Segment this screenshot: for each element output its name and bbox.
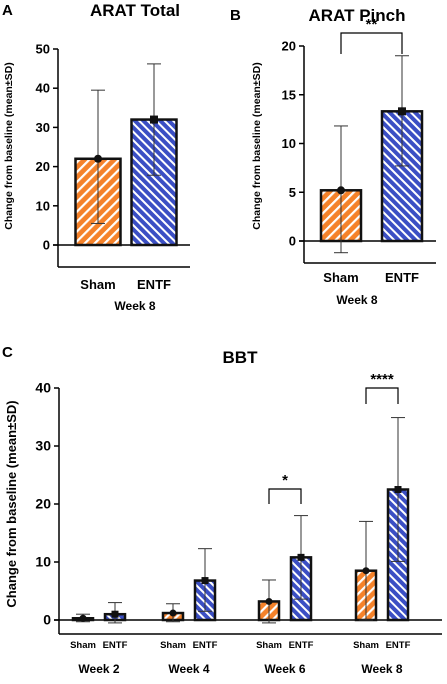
panel-c-g0-category-label-0: Sham — [70, 640, 96, 651]
panel-c-g0-category-label-1: ENTF — [103, 640, 128, 651]
panel-a-y-tick-label: 50 — [36, 42, 50, 57]
panel-b-y-tick-label: 20 — [282, 39, 296, 54]
panel-c-group-label-1: Week 4 — [168, 662, 209, 676]
panel-a: A ARAT Total Change from baseline (mean±… — [2, 1, 190, 313]
panel-b-title: ARAT Pinch — [309, 6, 406, 25]
panel-b-ylabel: Change from baseline (mean±SD) — [251, 62, 263, 229]
panel-a-category-label-1: ENTF — [137, 277, 171, 292]
panel-c-g2-sig-label: * — [282, 472, 288, 489]
panel-a-letter: A — [2, 2, 13, 19]
panel-c-g3-mean-marker-1 — [394, 486, 402, 493]
panel-b-y-tick-label: 5 — [289, 185, 296, 200]
panel-a-title: ARAT Total — [90, 1, 180, 20]
panel-b-letter: B — [230, 7, 241, 24]
panel-c-letter: C — [2, 344, 13, 361]
panel-b-mean-marker-0 — [337, 186, 345, 195]
panel-a-mean-marker-1 — [150, 115, 158, 124]
panel-c-title: BBT — [223, 348, 259, 367]
panel-b-y-tick-label: 0 — [289, 234, 296, 249]
panel-b-group-label: Week 8 — [336, 293, 377, 307]
panel-c-g3-sig-bracket — [365, 387, 399, 404]
panel-a-group-label: Week 8 — [114, 299, 155, 313]
panel-c-g1-category-label-1: ENTF — [193, 640, 218, 651]
panel-c-g3-category-label-0: Sham — [353, 640, 379, 651]
panel-a-marks: 0 10 20 30 40 50 Sham ENTF — [36, 42, 190, 292]
panel-c-group-label-2: Week 6 — [264, 662, 305, 676]
panel-b-category-label-1: ENTF — [385, 270, 419, 285]
panel-a-ylabel: Change from baseline (mean±SD) — [3, 62, 15, 229]
panel-c-ylabel: Change from baseline (mean±SD) — [4, 400, 19, 607]
panel-b-category-label-0: Sham — [323, 270, 358, 285]
panel-c-y-tick-label: 20 — [35, 496, 51, 512]
panel-c-g2-mean-marker-1 — [297, 553, 305, 561]
panel-a-y-tick-label: 30 — [36, 120, 50, 135]
panel-b-y-tick-label: 10 — [282, 136, 296, 151]
panel-b-sig-label: ** — [366, 16, 378, 33]
panel-c-y-tick-label: 40 — [35, 380, 51, 396]
panel-b-y-tick-label: 15 — [282, 87, 296, 102]
panel-c-y-tick-label: 10 — [35, 554, 51, 570]
panel-c-g3-category-label-1: ENTF — [386, 640, 411, 651]
panel-c-g2-mean-marker-0 — [265, 597, 273, 605]
panel-a-y-tick-label: 40 — [36, 81, 50, 96]
panel-c-g0-mean-marker-1 — [111, 610, 119, 618]
panel-b-sig-bracket — [340, 32, 403, 54]
panel-c-y-tick-label: 30 — [35, 438, 51, 454]
panel-c-y-tick-label: 0 — [43, 612, 51, 628]
panel-c-g2-category-label-1: ENTF — [289, 640, 314, 651]
panel-a-y-tick-label: 20 — [36, 159, 50, 174]
panel-c-g2-category-label-0: Sham — [256, 640, 282, 651]
panel-c-g3-sig-label: **** — [370, 371, 394, 388]
panel-b-marks: 0 5 10 15 20 Sham ENTF ** — [282, 16, 436, 285]
panel-b: B ARAT Pinch Change from baseline (mean±… — [230, 6, 436, 307]
panel-c-marks: 0 10 20 30 40 Sham ENTF Week 2 Sham ENTF Week 4 Sha… — [35, 371, 442, 676]
panel-a-category-label-0: Sham — [80, 277, 115, 292]
panel-b-mean-marker-1 — [398, 107, 406, 116]
panel-c-g1-mean-marker-0 — [169, 609, 177, 617]
panel-c-g3-mean-marker-0 — [362, 567, 370, 575]
panel-a-y-tick-label: 10 — [36, 198, 50, 213]
panel-a-mean-marker-0 — [94, 154, 102, 163]
panel-c-g2-sig-bracket — [268, 488, 302, 504]
panel-c-g0-mean-marker-0 — [79, 614, 87, 622]
panel-c-g1-category-label-0: Sham — [160, 640, 186, 651]
panel-a-y-tick-label: 0 — [43, 238, 50, 253]
panel-c-group-label-3: Week 8 — [361, 662, 402, 676]
panel-c-g1-mean-marker-1 — [201, 577, 209, 585]
panel-c-group-label-0: Week 2 — [78, 662, 119, 676]
panel-c: C BBT Change from baseline (mean±SD) 0 10… — [2, 344, 442, 676]
